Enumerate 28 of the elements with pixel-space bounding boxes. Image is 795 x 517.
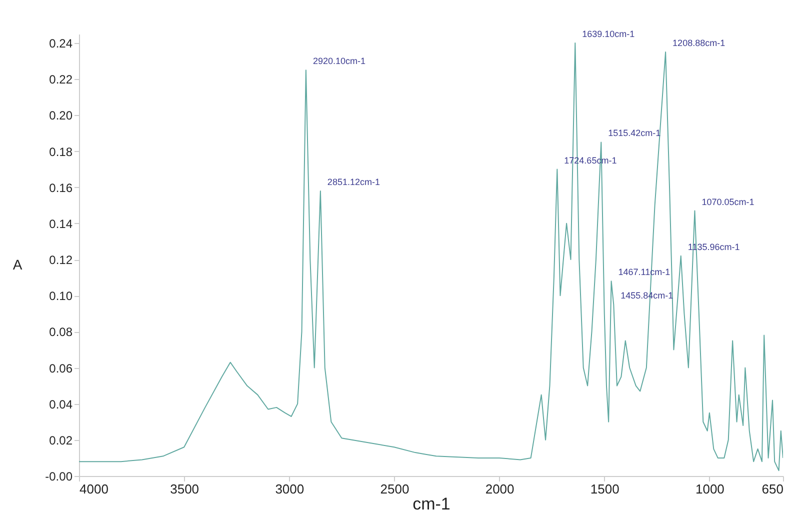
y-tick-label: 0.24 <box>49 36 73 51</box>
x-tick-label: 3000 <box>275 482 304 496</box>
x-tick-label: 1500 <box>590 482 620 496</box>
x-tick-label: 4000 <box>80 482 108 496</box>
y-tick-label: 0.22 <box>49 72 73 87</box>
y-tick-label: 0.12 <box>49 253 73 268</box>
annotation: 1639.10cm-1 <box>582 29 635 40</box>
y-tick-label: 0.02 <box>49 433 73 448</box>
x-tick-label: 2500 <box>380 482 410 496</box>
y-tick-label: 0.20 <box>49 108 73 123</box>
x-tick-label: 650 <box>762 482 784 496</box>
annotation: 2920.10cm-1 <box>312 56 366 66</box>
annotation: 2851.12cm-1 <box>327 176 380 187</box>
annotation: 1208.88cm-1 <box>672 38 726 48</box>
y-tick-label: 0.06 <box>49 361 73 376</box>
y-tick-label: 0.16 <box>49 180 73 195</box>
x-axis-title: cm-1 <box>412 494 450 514</box>
x-tick-label: 3500 <box>170 482 200 496</box>
y-tick-label: 0.08 <box>49 325 73 340</box>
y-tick-label: 0.04 <box>49 397 73 412</box>
y-tick-label: 0.14 <box>49 216 73 231</box>
annotation: 1070.05cm-1 <box>702 196 754 207</box>
y-axis-title: A <box>12 256 23 272</box>
y-tick-label: -0.00 <box>45 470 73 484</box>
x-tick-label: 1000 <box>695 482 724 496</box>
y-tick-label: 0.10 <box>49 289 73 304</box>
y-tick-label: 0.18 <box>49 144 73 159</box>
x-tick-label: 2000 <box>485 482 514 496</box>
